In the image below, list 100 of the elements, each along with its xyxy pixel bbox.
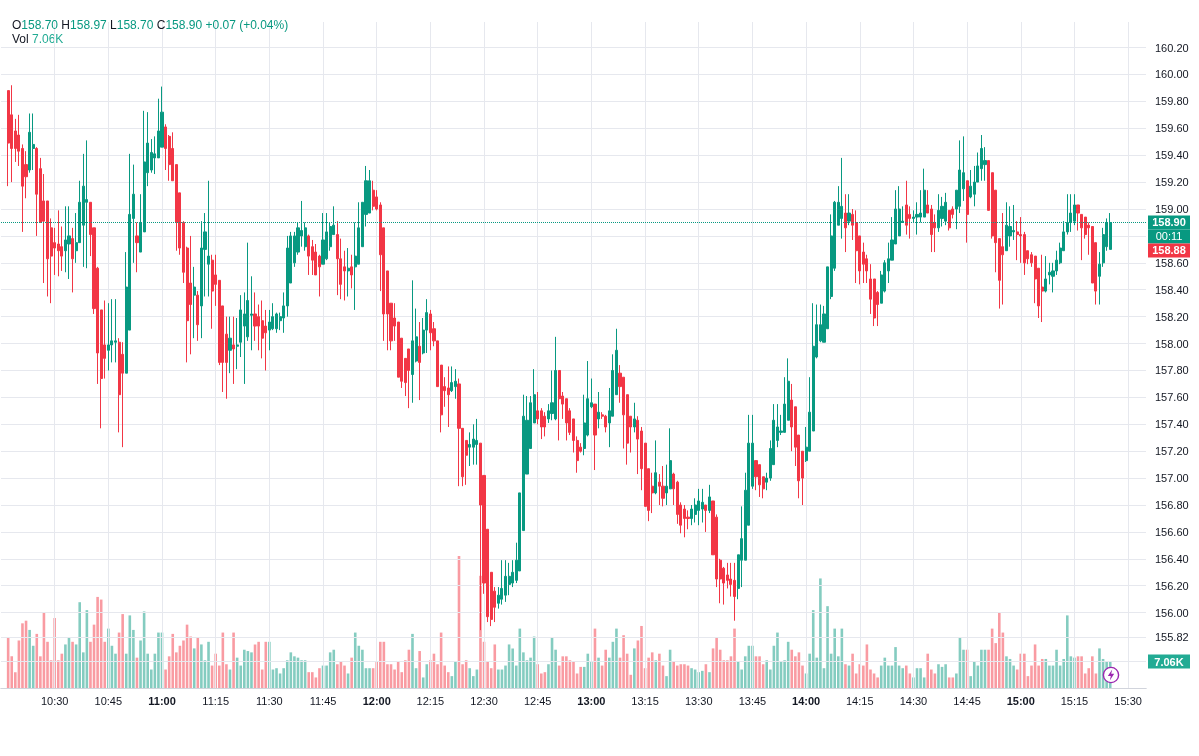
- bar: [425, 664, 429, 688]
- x-tick-label: 15:15: [1060, 694, 1089, 707]
- y-tick-label: 157.80: [1155, 364, 1189, 377]
- bar: [1040, 658, 1044, 688]
- x-tick-label: 14:15: [845, 694, 874, 707]
- bar: [332, 649, 336, 688]
- bar: [311, 672, 314, 688]
- candlestick: [633, 402, 636, 433]
- bar: [343, 665, 346, 688]
- candlestick: [336, 220, 339, 296]
- x-tick-label: 13:00: [577, 694, 606, 707]
- candlestick: [418, 321, 421, 401]
- candlestick: [905, 180, 908, 236]
- ref-line-label: 158.90: [1152, 216, 1186, 229]
- bar: [765, 660, 769, 688]
- x-tick-label: 13:45: [738, 694, 767, 707]
- candlestick: [966, 180, 969, 244]
- candlestick: [454, 368, 457, 400]
- bar: [96, 596, 99, 688]
- x-tick-label: 12:30: [470, 694, 498, 707]
- bar: [493, 644, 497, 688]
- bar: [171, 633, 175, 688]
- y-tick-label: 160.00: [1155, 68, 1189, 81]
- bar: [690, 668, 693, 688]
- bar: [121, 614, 124, 688]
- candlestick: [114, 298, 117, 363]
- bar: [851, 653, 854, 688]
- bar: [597, 657, 600, 688]
- bar: [243, 649, 246, 688]
- bar: [811, 610, 815, 688]
- bar: [844, 664, 847, 688]
- y-tick-label: 159.00: [1155, 203, 1189, 216]
- candlestick: [1080, 213, 1083, 261]
- y-tick-label: 159.40: [1155, 149, 1189, 162]
- bar: [78, 602, 82, 688]
- candlestick: [193, 266, 196, 339]
- bar: [998, 612, 1001, 688]
- bar: [565, 656, 568, 688]
- x-tick-label: 11:15: [202, 694, 230, 707]
- bar: [418, 651, 421, 688]
- candlestick: [425, 298, 428, 354]
- candlestick: [475, 418, 478, 466]
- y-tick-label: 157.60: [1155, 391, 1189, 404]
- x-tick-label: 10:30: [40, 694, 69, 707]
- candlestick: [28, 112, 31, 174]
- candlestick: [758, 464, 761, 498]
- candlestick: [654, 439, 657, 495]
- y-tick-label: 155.82: [1155, 630, 1189, 643]
- candlestick: [411, 279, 414, 404]
- candlestick: [697, 488, 700, 526]
- bar: [28, 629, 31, 688]
- bar: [876, 677, 879, 688]
- x-tick-label: 14:30: [899, 694, 928, 707]
- bar: [264, 641, 268, 688]
- x-tick-label: 14:45: [953, 694, 981, 707]
- bar: [1005, 656, 1008, 688]
- candlestick: [457, 378, 461, 487]
- bar: [192, 648, 196, 688]
- bar: [951, 677, 955, 688]
- y-tick-label: 157.00: [1155, 472, 1189, 485]
- candlestick: [350, 254, 353, 289]
- bar: [701, 670, 704, 688]
- y-tick-label: 156.20: [1155, 579, 1189, 592]
- x-tick-label: 11:00: [148, 694, 176, 707]
- candlestick: [107, 302, 110, 371]
- y-tick-label: 158.40: [1155, 283, 1189, 296]
- bar: [944, 664, 947, 688]
- bar: [21, 623, 24, 688]
- candlestick: [32, 112, 35, 171]
- candlestick: [447, 365, 450, 428]
- candlestick: [558, 369, 561, 441]
- candlestick: [57, 209, 60, 277]
- candlestick: [661, 465, 665, 507]
- bar: [378, 641, 382, 688]
- bar: [572, 661, 575, 688]
- x-tick-label: 13:30: [684, 694, 713, 707]
- bar: [604, 649, 607, 688]
- bar: [901, 668, 904, 688]
- x-tick-label: 10:45: [94, 694, 123, 707]
- bar: [275, 668, 278, 688]
- y-tick-label: 157.40: [1155, 418, 1189, 431]
- chart-title: Vol 7.06K: [12, 32, 64, 46]
- bar: [650, 652, 654, 688]
- candlestick: [135, 221, 139, 273]
- chart-title: O158.70 H158.97 L158.70 C158.90 +0.07 (+0.04%): [12, 18, 289, 32]
- y-tick-label: 157.20: [1155, 445, 1189, 458]
- bar: [232, 632, 235, 688]
- candlestick: [196, 290, 199, 342]
- candlestick: [10, 84, 13, 183]
- bar: [658, 653, 661, 688]
- bar: [486, 661, 489, 688]
- candlestick: [429, 309, 432, 351]
- bar: [672, 661, 675, 688]
- candlestick: [855, 209, 858, 284]
- y-tick-label: 158.00: [1155, 337, 1189, 350]
- bar: [35, 633, 39, 688]
- bar: [497, 669, 500, 688]
- candlestick: [228, 316, 232, 374]
- bar: [361, 649, 364, 688]
- bar: [157, 632, 160, 688]
